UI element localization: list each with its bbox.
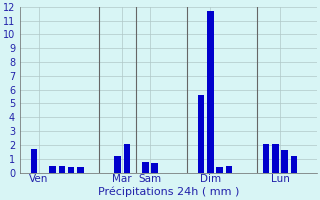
Bar	[59, 166, 65, 173]
Bar	[124, 144, 130, 173]
Bar	[68, 167, 74, 173]
Bar	[151, 163, 158, 173]
Bar	[49, 166, 56, 173]
Bar	[114, 156, 121, 173]
Bar	[272, 144, 279, 173]
Bar	[263, 144, 269, 173]
Bar	[216, 167, 223, 173]
Bar	[31, 149, 37, 173]
Bar	[198, 95, 204, 173]
Bar	[77, 167, 84, 173]
X-axis label: Précipitations 24h ( mm ): Précipitations 24h ( mm )	[98, 187, 239, 197]
Bar	[282, 150, 288, 173]
Bar	[142, 162, 149, 173]
Bar	[226, 166, 232, 173]
Bar	[207, 11, 214, 173]
Bar	[291, 156, 297, 173]
